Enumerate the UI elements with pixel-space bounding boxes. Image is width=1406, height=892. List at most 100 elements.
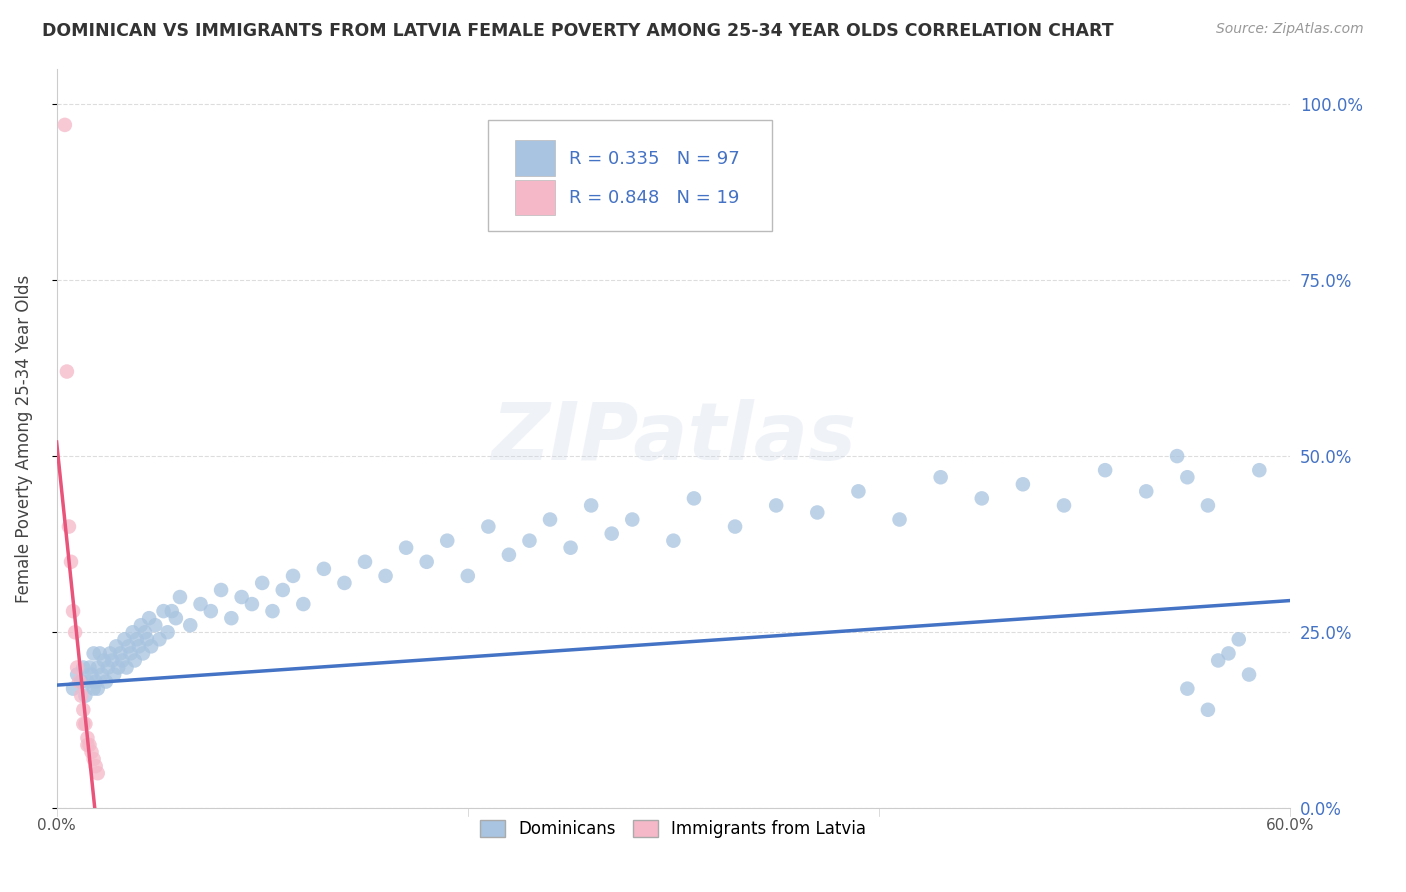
Point [98, 647, 121, 661]
Point [1227, 632, 1250, 647]
Point [312, 562, 335, 576]
Point [53, 118, 76, 132]
Point [354, 555, 377, 569]
Point [129, 618, 152, 632]
Point [75, 717, 97, 731]
Point [141, 640, 163, 654]
Point [457, 569, 479, 583]
Point [724, 519, 747, 533]
Point [105, 640, 128, 654]
Point [120, 647, 142, 661]
Point [134, 625, 156, 640]
Point [132, 647, 155, 661]
Point [90, 667, 112, 681]
Point [200, 604, 222, 618]
Y-axis label: Female Poverty Among 25-34 Year Olds: Female Poverty Among 25-34 Year Olds [15, 275, 32, 603]
Point [395, 541, 418, 555]
Point [683, 491, 706, 506]
Point [156, 625, 179, 640]
Point [58, 519, 80, 533]
Text: Source: ZipAtlas.com: Source: ZipAtlas.com [1216, 22, 1364, 37]
Point [1249, 463, 1271, 477]
Point [94, 674, 117, 689]
Point [970, 491, 993, 506]
Point [179, 618, 201, 632]
Point [93, 653, 115, 667]
Text: R = 0.848   N = 19: R = 0.848 N = 19 [568, 189, 740, 207]
Point [1206, 653, 1229, 667]
Point [374, 569, 396, 583]
Point [662, 533, 685, 548]
Point [84, 759, 107, 773]
Point [333, 576, 356, 591]
Point [124, 653, 146, 667]
Point [889, 512, 911, 526]
Point [67, 674, 90, 689]
Point [806, 506, 828, 520]
Point [114, 632, 136, 647]
Point [76, 738, 98, 752]
Point [87, 660, 110, 674]
Point [76, 731, 98, 745]
Legend: Dominicans, Immigrants from Latvia: Dominicans, Immigrants from Latvia [474, 813, 873, 845]
Point [84, 674, 107, 689]
Point [87, 681, 110, 696]
Point [97, 660, 120, 674]
Point [281, 569, 304, 583]
Point [1197, 499, 1219, 513]
Point [80, 745, 103, 759]
Point [765, 499, 787, 513]
FancyBboxPatch shape [516, 140, 555, 176]
Point [138, 611, 160, 625]
Point [66, 660, 89, 674]
Text: ZIPatlas: ZIPatlas [491, 400, 856, 477]
Point [1218, 647, 1240, 661]
Point [621, 512, 644, 526]
Point [848, 484, 870, 499]
Point [79, 660, 101, 674]
Point [101, 653, 124, 667]
Point [436, 533, 458, 548]
Point [538, 512, 561, 526]
Point [477, 519, 499, 533]
Point [1166, 449, 1188, 463]
Point [83, 752, 105, 766]
Point [70, 689, 93, 703]
Point [121, 625, 143, 640]
Point [56, 365, 79, 379]
Point [83, 681, 105, 696]
Point [1053, 499, 1076, 513]
Point [117, 640, 139, 654]
Point [70, 674, 93, 689]
Point [250, 576, 273, 591]
Point [1175, 470, 1198, 484]
Point [72, 703, 94, 717]
Point [143, 618, 166, 632]
Point [128, 640, 150, 654]
Point [63, 625, 86, 640]
Text: DOMINICAN VS IMMIGRANTS FROM LATVIA FEMALE POVERTY AMONG 25-34 YEAR OLDS CORRELA: DOMINICAN VS IMMIGRANTS FROM LATVIA FEMA… [42, 22, 1114, 40]
FancyBboxPatch shape [488, 120, 772, 231]
Point [107, 660, 129, 674]
Point [62, 604, 84, 618]
Point [72, 717, 94, 731]
Point [152, 604, 174, 618]
Point [415, 555, 437, 569]
Point [929, 470, 952, 484]
Point [83, 647, 105, 661]
Point [89, 647, 111, 661]
Point [1012, 477, 1035, 491]
Point [1135, 484, 1157, 499]
Point [292, 597, 315, 611]
Point [125, 632, 148, 647]
Point [62, 681, 84, 696]
Point [110, 647, 132, 661]
Point [103, 667, 125, 681]
Point [115, 660, 138, 674]
Point [221, 611, 243, 625]
Point [1197, 703, 1219, 717]
Point [190, 597, 212, 611]
Point [498, 548, 520, 562]
Point [72, 660, 94, 674]
Point [271, 582, 294, 597]
